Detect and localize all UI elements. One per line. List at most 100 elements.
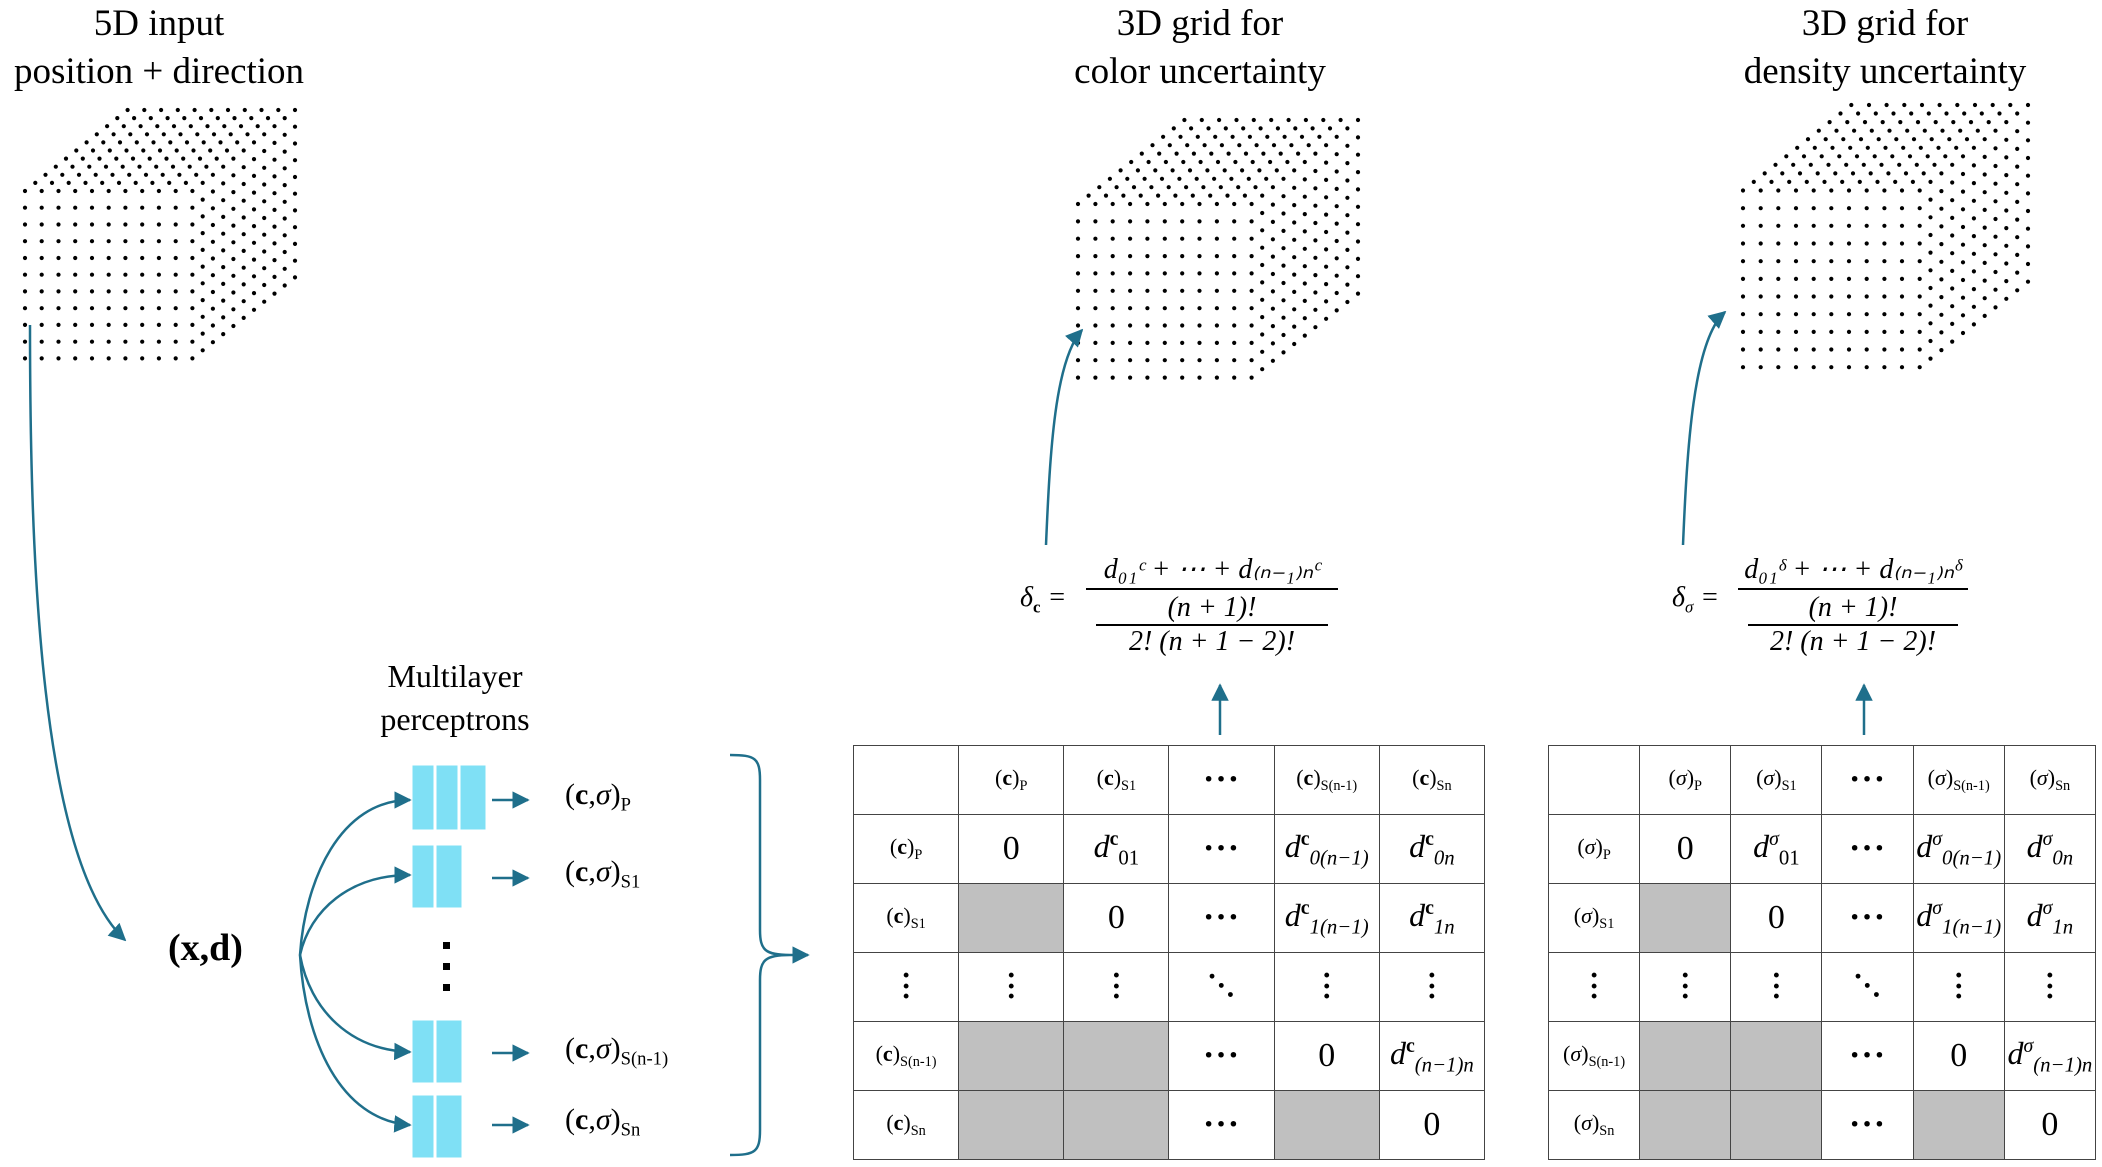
cell-ellipsis: ··· <box>1168 883 1275 953</box>
cell-zero: 0 <box>1378 1090 1486 1160</box>
arrow-to-mlp-sn <box>298 954 412 1133</box>
cell-zero: 0 <box>1063 883 1170 953</box>
cell: dc(n−1)n <box>1378 1021 1486 1091</box>
mlp-output-p: (c,σ)P <box>565 778 631 816</box>
mlp-block-s1-1 <box>411 844 435 909</box>
mlp-output-s1: (c,σ)S1 <box>565 855 641 893</box>
brace <box>729 753 791 1157</box>
col-header: (σ)S(n-1) <box>1912 745 2005 815</box>
mlp-block-p-1 <box>411 764 435 831</box>
mlp-title: Multilayer perceptrons <box>380 658 530 738</box>
density-grid-title: 3D grid for density uncertainty <box>1743 3 2027 93</box>
col-header: (c)Sn <box>1378 745 1486 815</box>
color-distance-table: (c)P (c)S1 ··· (c)S(n-1) (c)Sn (c)P 0 dc… <box>852 745 1486 1160</box>
cell-vdots: · · · <box>1912 952 2005 1022</box>
cell-vdots: · · · <box>1547 952 1641 1022</box>
cell-masked <box>1273 1090 1380 1160</box>
cell-masked <box>1912 1090 2005 1160</box>
col-header: (c)P <box>958 745 1065 815</box>
color-grid-cube <box>1075 117 1361 380</box>
mlp-output-sn: (c,σ)Sn <box>565 1103 641 1141</box>
cell-diag-dots: ··· <box>1168 952 1275 1022</box>
cell-ellipsis: ··· <box>1821 883 1914 953</box>
mlp-block-p-2 <box>435 764 459 831</box>
density-uncertainty-formula: δσ = d₀₁ᵟ + ⋯ + d₍ₙ₋₁₎ₙᵟ (n + 1)! 2! (n … <box>1672 552 1968 658</box>
row-header: (σ)Sn <box>1547 1090 1641 1160</box>
color-uncertainty-formula: δc = d₀₁ᶜ + ⋯ + d₍ₙ₋₁₎ₙᶜ (n + 1)! 2! (n … <box>1020 552 1338 658</box>
mlp-block-sn1-1 <box>411 1019 435 1084</box>
table-corner <box>1547 745 1641 815</box>
cell: dc1n <box>1378 883 1486 953</box>
mlp-block-sn1-2 <box>435 1019 463 1084</box>
cell-masked <box>958 1021 1065 1091</box>
cell-vdots: · · · <box>1730 952 1823 1022</box>
color-formula-mid: (n + 1)! <box>1167 592 1257 623</box>
cell-masked <box>1063 1090 1170 1160</box>
cell: dc1(n−1) <box>1273 883 1380 953</box>
col-header-ellipsis: ··· <box>1821 745 1914 815</box>
color-grid-title: 3D grid for color uncertainty <box>1074 3 1326 93</box>
mlp-block-s1-2 <box>435 844 463 909</box>
cell-masked <box>1639 883 1732 953</box>
cell-masked <box>1730 1090 1823 1160</box>
cell-vdots: · · · <box>1378 952 1486 1022</box>
mlp-block-sn-2 <box>435 1094 463 1159</box>
input-label: (x,d) <box>168 927 243 969</box>
cell-diag-dots: ··· <box>1821 952 1914 1022</box>
density-formula-numerator: d₀₁ᵟ + ⋯ + d₍ₙ₋₁₎ₙᵟ <box>1744 554 1962 585</box>
cell: dσ1n <box>2003 883 2097 953</box>
cell-masked <box>1639 1021 1732 1091</box>
arrow-formula-to-density-grid <box>1681 310 1727 546</box>
cell-masked <box>1730 1021 1823 1091</box>
col-header: (σ)P <box>1639 745 1732 815</box>
cell-vdots: · · · <box>2003 952 2097 1022</box>
cell-vdots: · · · <box>852 952 960 1022</box>
col-header: (σ)S1 <box>1730 745 1823 815</box>
cell-vdots: · · · <box>1273 952 1380 1022</box>
row-header: (c)S(n-1) <box>852 1021 960 1091</box>
cell: dσ0(n−1) <box>1912 814 2005 884</box>
col-header: (σ)Sn <box>2003 745 2097 815</box>
cell-zero: 0 <box>958 814 1065 884</box>
cell-vdots: · · · <box>1639 952 1732 1022</box>
density-distance-table: (σ)P (σ)S1 ··· (σ)S(n-1) (σ)Sn (σ)P 0 dσ… <box>1547 745 2097 1160</box>
mlp-block-p-3 <box>459 764 487 831</box>
cell-ellipsis: ··· <box>1821 814 1914 884</box>
cell: dc0n <box>1378 814 1486 884</box>
table-corner <box>852 745 960 815</box>
arrow-formula-to-color-grid <box>1044 328 1084 546</box>
cell: dσ1(n−1) <box>1912 883 2005 953</box>
arrow-to-mlp-sn1 <box>298 954 412 1061</box>
cell-ellipsis: ··· <box>1168 814 1275 884</box>
cell-vdots: · · · <box>958 952 1065 1022</box>
cell-zero: 0 <box>1912 1021 2005 1091</box>
cell-masked <box>958 1090 1065 1160</box>
mlp-vertical-dots <box>443 942 450 991</box>
input-grid-cube <box>22 107 298 361</box>
cell-masked <box>1639 1090 1732 1160</box>
row-header: (c)Sn <box>852 1090 960 1160</box>
cell: dσ01 <box>1730 814 1823 884</box>
col-header: (c)S1 <box>1063 745 1170 815</box>
cell-ellipsis: ··· <box>1168 1021 1275 1091</box>
cell-masked <box>1063 1021 1170 1091</box>
cell-masked <box>958 883 1065 953</box>
row-header: (σ)P <box>1547 814 1641 884</box>
cell-ellipsis: ··· <box>1821 1021 1914 1091</box>
color-formula-den: 2! (n + 1 − 2)! <box>1128 626 1296 657</box>
row-header: (σ)S1 <box>1547 883 1641 953</box>
cell-vdots: · · · <box>1063 952 1170 1022</box>
col-header: (c)S(n-1) <box>1273 745 1380 815</box>
arrow-to-mlp-p <box>298 791 412 956</box>
cell-zero: 0 <box>1730 883 1823 953</box>
mlp-block-sn-1 <box>411 1094 435 1159</box>
cell-zero: 0 <box>2003 1090 2097 1160</box>
cell: dc0(n−1) <box>1273 814 1380 884</box>
density-grid-cube <box>1740 102 2031 370</box>
cell: dc01 <box>1063 814 1170 884</box>
arrow-input-to-xd <box>28 324 127 942</box>
cell-zero: 0 <box>1273 1021 1380 1091</box>
col-header-ellipsis: ··· <box>1168 745 1275 815</box>
cell: dσ(n−1)n <box>2003 1021 2097 1091</box>
